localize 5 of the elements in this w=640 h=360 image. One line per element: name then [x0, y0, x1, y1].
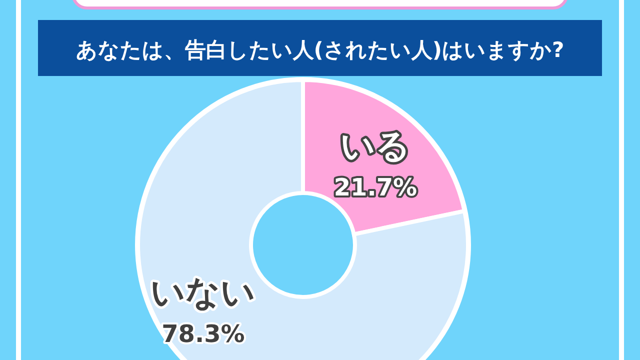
data-label: 78.3% — [162, 320, 245, 348]
slice-label: いない — [150, 273, 256, 314]
chart-title: あなたは、告白したい人(されたい人)はいますか? — [76, 38, 564, 62]
slice-label: いる — [340, 126, 410, 167]
data-label: 21.7% — [334, 174, 418, 202]
